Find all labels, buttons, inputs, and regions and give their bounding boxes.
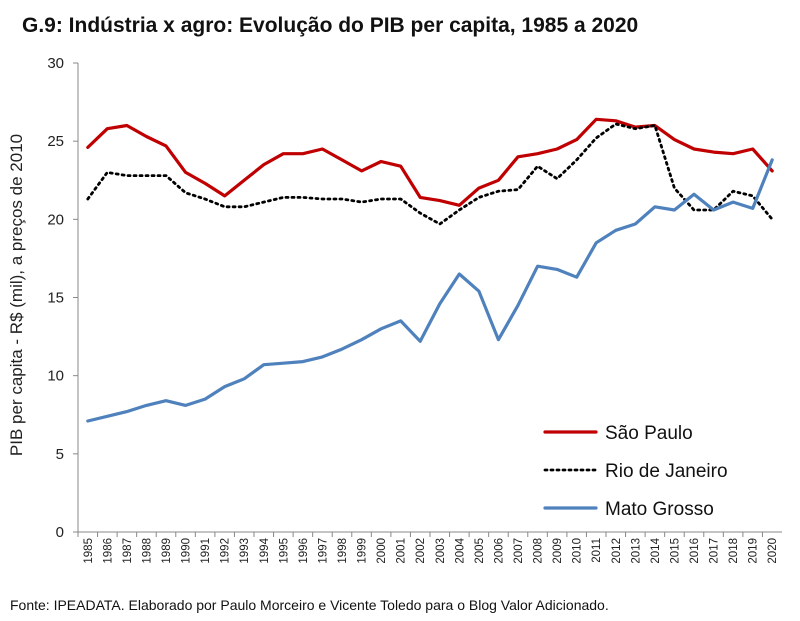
x-tick-label: 2001 bbox=[396, 538, 408, 564]
legend-label: Mato Grosso bbox=[605, 499, 714, 520]
x-tick-label: 2011 bbox=[591, 538, 603, 563]
series-lines bbox=[86, 117, 774, 423]
y-tick-label: 25 bbox=[47, 133, 64, 150]
series-line-2 bbox=[86, 158, 774, 423]
x-tick-label: 2018 bbox=[728, 538, 740, 564]
x-tick-label: 2004 bbox=[454, 537, 466, 563]
y-tick-label: 5 bbox=[56, 446, 64, 463]
x-tick-label: 1993 bbox=[239, 538, 251, 564]
y-tick-labels: 0 5 10 15 20 25 30 bbox=[47, 55, 78, 541]
legend: São Paulo Rio de Janeiro Mato Grosso bbox=[543, 423, 728, 520]
x-tick-label: 2017 bbox=[709, 538, 721, 564]
y-tick-label: 10 bbox=[47, 368, 64, 385]
legend-label: Rio de Janeiro bbox=[605, 461, 728, 482]
x-tick-label: 2003 bbox=[435, 538, 447, 564]
x-tick-label: 2000 bbox=[376, 538, 388, 564]
x-tick-labels: 1985 1986 1987 1988 1989 1990 1991 1992 1993 1994… bbox=[77, 532, 779, 564]
x-tick-label: 1995 bbox=[278, 538, 290, 564]
x-tick-label: 1988 bbox=[141, 538, 153, 564]
x-tick-label: 1999 bbox=[357, 538, 369, 564]
y-tick-label: 0 bbox=[56, 524, 64, 541]
y-tick-label: 20 bbox=[47, 211, 64, 228]
x-tick-label: 2010 bbox=[572, 538, 584, 564]
x-tick-label: 2013 bbox=[630, 538, 642, 564]
source-note: Fonte: IPEADATA. Elaborado por Paulo Mor… bbox=[10, 597, 609, 613]
x-tick-label: 1990 bbox=[181, 538, 193, 564]
x-tick-label: 2015 bbox=[669, 538, 681, 564]
x-tick-label: 1992 bbox=[220, 538, 232, 564]
x-tick-label: 2016 bbox=[689, 538, 701, 564]
x-tick-label: 1989 bbox=[161, 538, 173, 564]
x-tick-label: 1986 bbox=[102, 538, 114, 564]
legend-label: São Paulo bbox=[605, 423, 693, 444]
x-tick-label: 2012 bbox=[611, 538, 623, 564]
x-tick-label: 2020 bbox=[767, 538, 779, 564]
series-line-1 bbox=[86, 122, 774, 226]
x-tick-label: 2005 bbox=[474, 538, 486, 564]
y-tick-label: 30 bbox=[47, 55, 64, 72]
x-tick-label: 2002 bbox=[415, 538, 427, 564]
series-line-0 bbox=[86, 117, 774, 207]
x-tick-label: 2007 bbox=[513, 538, 525, 564]
x-tick-label: 2019 bbox=[748, 538, 760, 564]
chart-title: G.9: Indústria x agro: Evolução do PIB p… bbox=[22, 14, 639, 37]
x-tick-label: 2014 bbox=[650, 537, 662, 563]
y-axis-label: PIB per capita - R$ (mil), a preços de 2… bbox=[7, 134, 26, 456]
x-tick-label: 1996 bbox=[298, 538, 310, 564]
x-tick-label: 1998 bbox=[337, 538, 349, 564]
x-tick-label: 1985 bbox=[83, 538, 95, 564]
y-tick-label: 15 bbox=[47, 290, 64, 307]
x-tick-label: 2008 bbox=[533, 538, 545, 564]
x-tick-label: 2009 bbox=[552, 538, 564, 564]
x-tick-label: 1994 bbox=[259, 537, 271, 563]
x-tick-label: 1991 bbox=[200, 538, 212, 564]
x-tick-label: 1987 bbox=[122, 538, 134, 564]
x-tick-label: 2006 bbox=[493, 538, 505, 564]
x-tick-label: 1997 bbox=[317, 538, 329, 564]
